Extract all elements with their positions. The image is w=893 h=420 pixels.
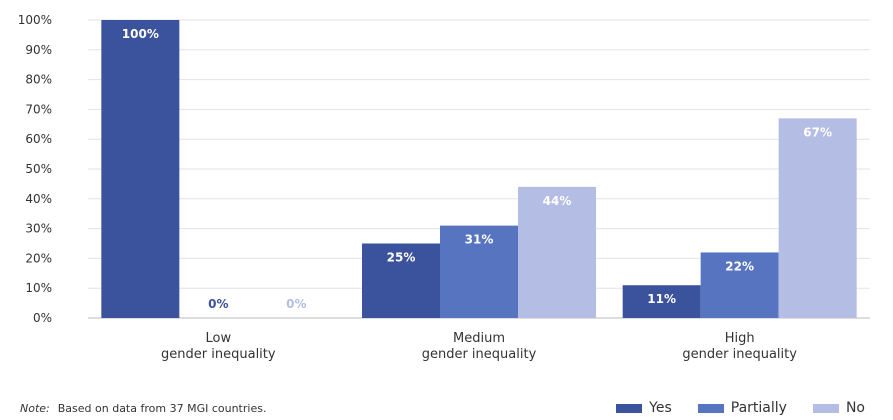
x-category-label: gender inequality [161,347,276,362]
legend-swatch-yes [616,403,643,413]
x-category-label: gender inequality [422,347,537,362]
y-tick-label: 10% [25,281,52,295]
bar-chart: 0% 10% 20% 30% 40% 50% 60% 70% 80% 90% 100% 100% 0% 0… [18,13,870,362]
y-tick-label: 20% [25,251,52,265]
bar-partially-1 [440,225,518,318]
x-category-label: Medium [453,331,505,346]
bar-data-label: 22% [725,259,754,273]
bar-data-label: 44% [543,194,572,208]
legend-swatch-no [812,403,839,413]
chart-note: Note: Based on data from 37 MGI countries… [20,402,266,415]
y-tick-label: 50% [25,162,52,176]
bar-partially-2 [700,252,779,318]
legend-label-no: No [845,400,865,416]
x-category-label: High [725,331,755,346]
bar-data-label: 11% [647,292,676,306]
bar-data-label: 25% [387,251,416,265]
bar-no-2 [778,118,857,318]
legend-label-partially: Partially [730,400,787,416]
bar-yes-2 [622,285,701,318]
x-category-label: gender inequality [682,347,797,362]
y-tick-label: 80% [25,73,52,87]
y-tick-label: 60% [25,132,52,146]
legend-swatch-partially [697,403,724,413]
y-tick-label: 90% [25,43,52,57]
bar-no-1 [518,186,596,318]
bar-data-label: 31% [465,233,494,247]
y-tick-label: 70% [25,102,52,116]
y-tick-label: 0% [33,311,52,325]
chart-legend: Yes Partially No [616,400,865,416]
bar-yes-1 [362,243,440,318]
legend-item-partially: Partially [697,400,787,416]
bar-yes-0 [101,20,180,318]
legend-item-yes: Yes [616,400,672,416]
note-text: Based on data from 37 MGI countries. [57,402,267,415]
legend-label-yes: Yes [649,400,672,416]
y-tick-label: 40% [25,192,52,206]
bar-data-label: 0% [286,297,306,311]
bar-data-label: 67% [803,125,832,139]
y-tick-label: 100% [18,13,52,27]
bar-data-label: 0% [208,297,228,311]
y-tick-label: 30% [25,222,52,236]
x-category-label: Low [206,331,232,346]
bar-data-label: 100% [122,27,159,41]
note-label: Note: [20,402,50,415]
legend-item-no: No [812,400,865,416]
